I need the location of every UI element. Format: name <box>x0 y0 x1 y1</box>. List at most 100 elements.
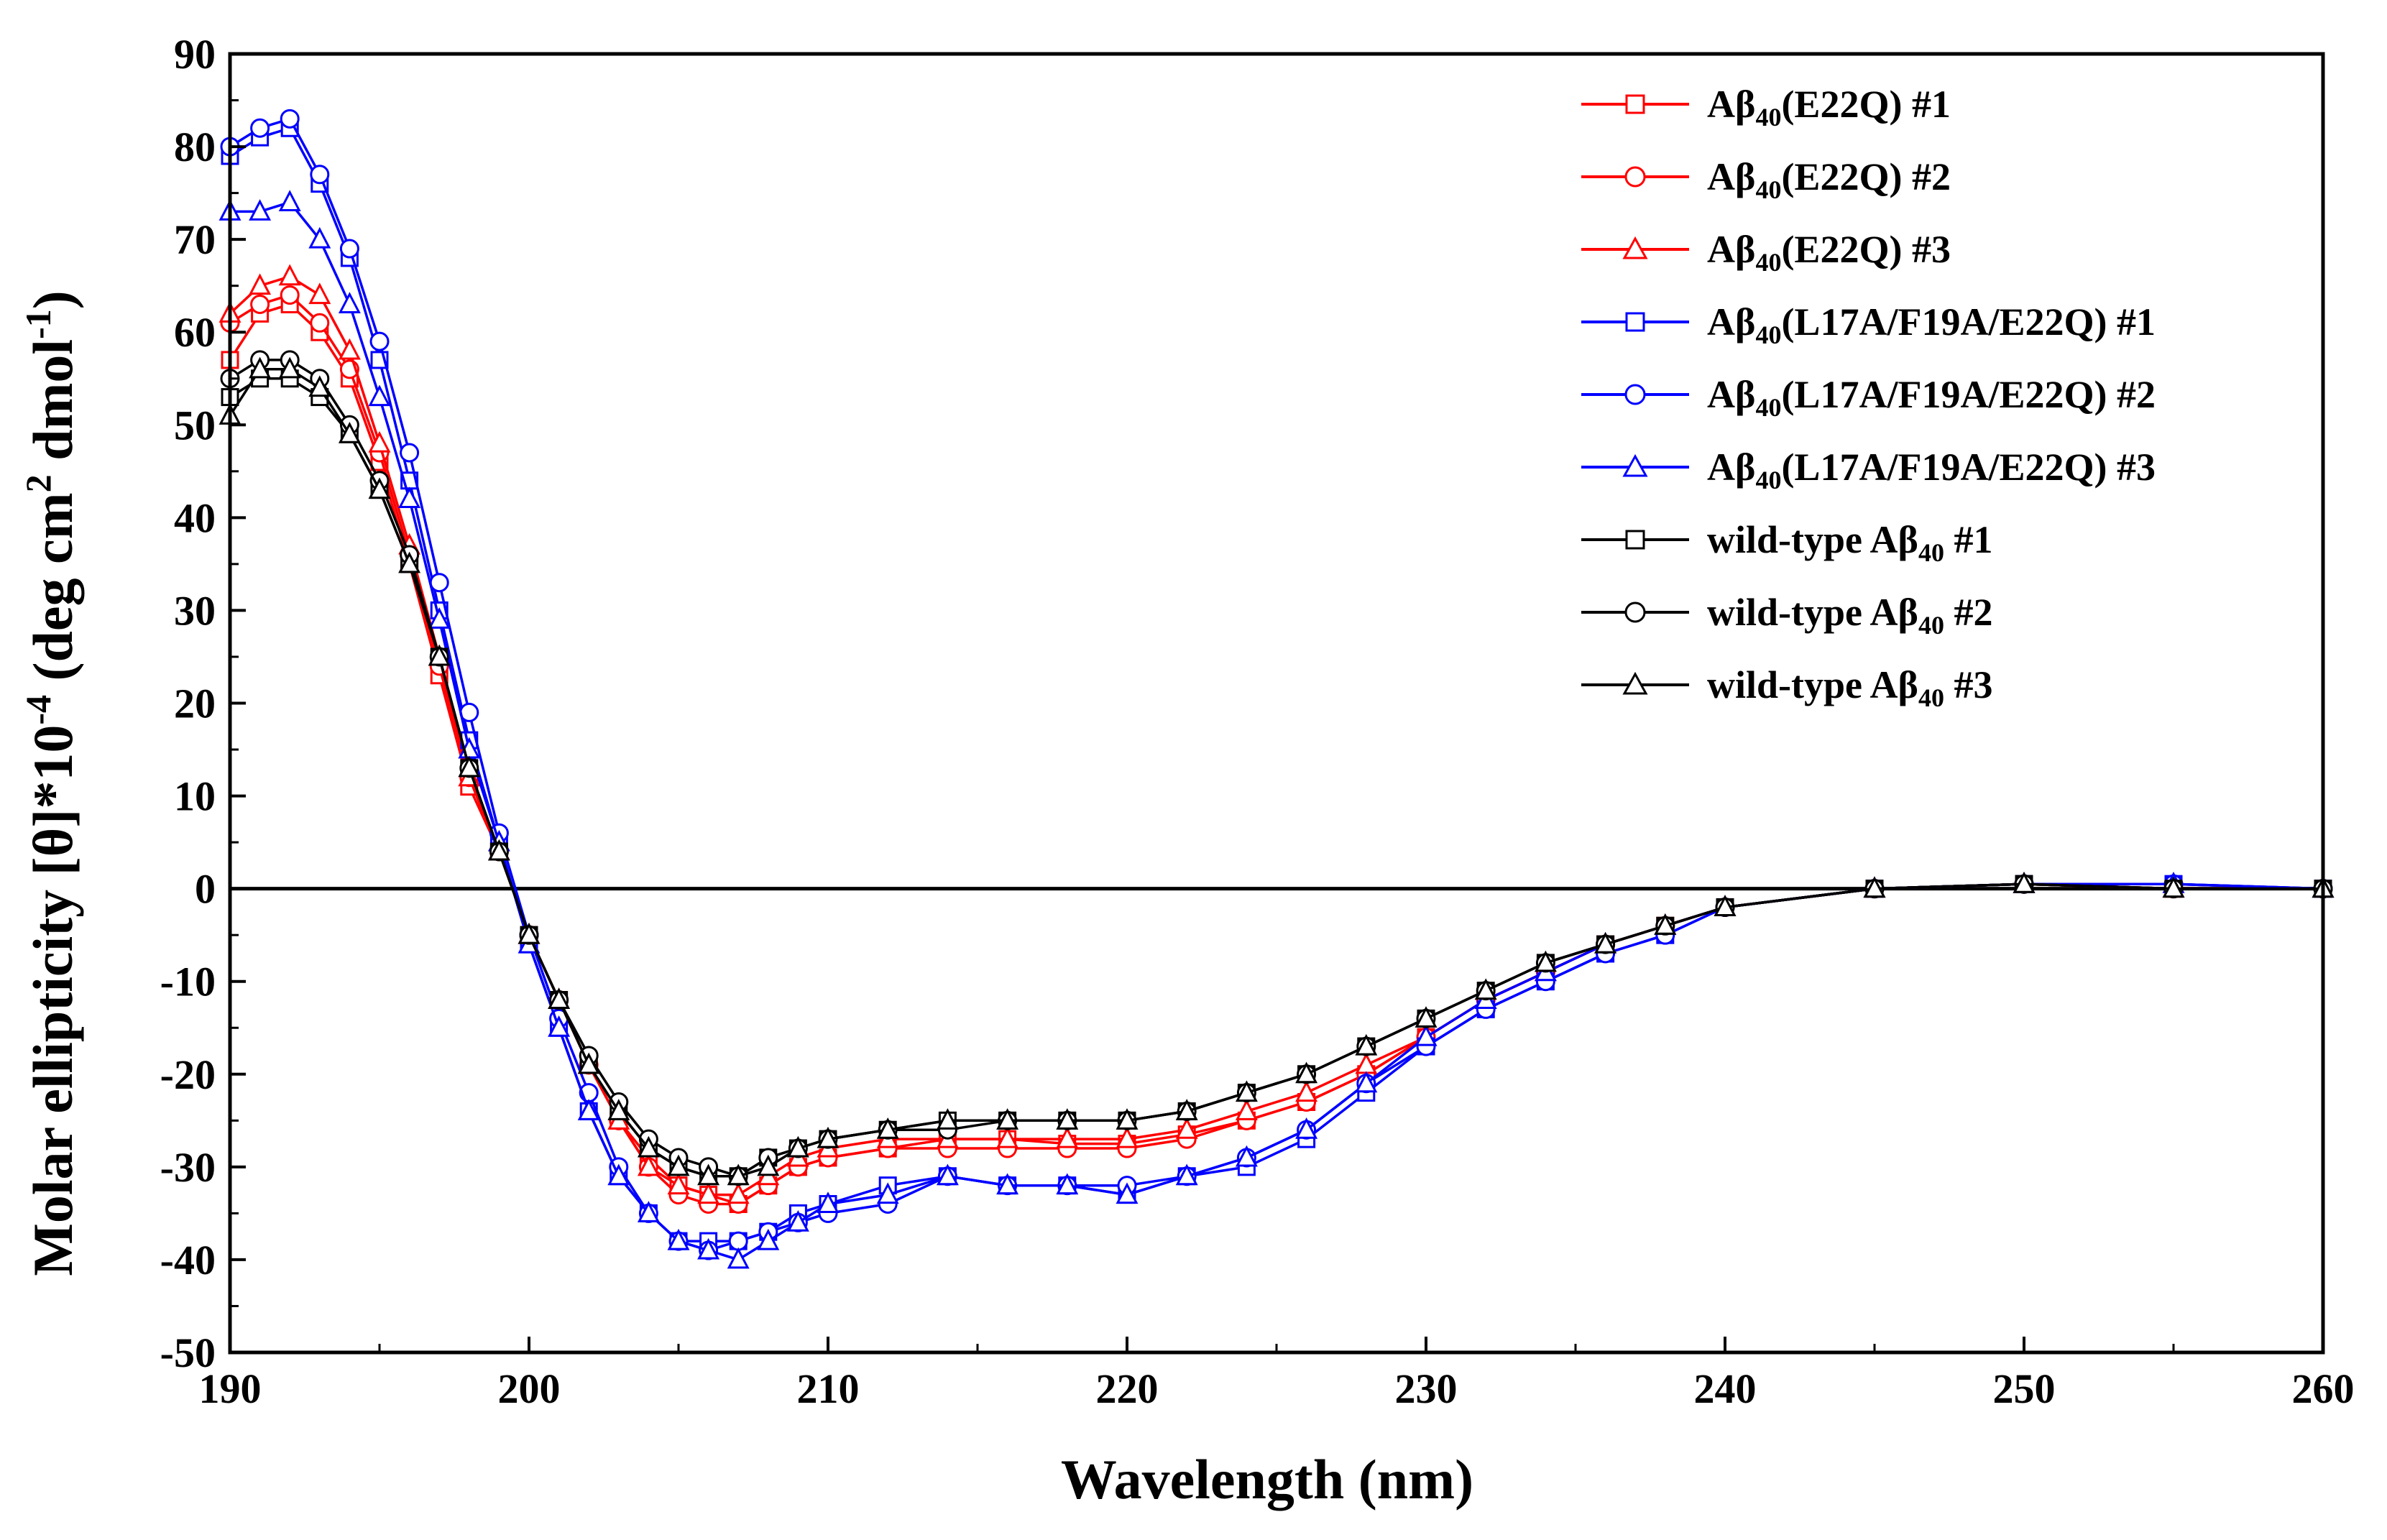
data-point <box>1116 1182 1139 1204</box>
legend-marker-circle <box>1624 601 1646 623</box>
legend-item: Aβ40(E22Q) #2 <box>1581 155 1951 204</box>
data-point <box>697 1182 720 1204</box>
data-point <box>727 1182 750 1204</box>
data-point <box>249 199 272 221</box>
data-point <box>429 573 449 593</box>
data-point <box>2162 876 2185 898</box>
y-tick-label: 10 <box>174 773 216 820</box>
legend-marker-square <box>1625 530 1645 550</box>
legend-item: Aβ40(L17A/F19A/E22Q) #1 <box>1581 300 2156 349</box>
y-axis-title-unit: (deg cm <box>22 492 84 695</box>
data-point <box>1175 1163 1198 1186</box>
x-tick-label: 230 <box>1395 1365 1458 1412</box>
data-point <box>1056 1126 1079 1148</box>
series-line <box>229 368 2323 1178</box>
legend-marker-square <box>1625 94 1645 114</box>
legend-label: Aβ40(L17A/F19A/E22Q) #2 <box>1707 373 2156 422</box>
y-tick-label: -40 <box>160 1237 216 1283</box>
x-tick-label: 220 <box>1096 1365 1159 1412</box>
data-point <box>400 443 420 463</box>
data-point <box>368 384 391 407</box>
data-point <box>728 1231 748 1251</box>
legend-label: Aβ40(L17A/F19A/E22Q) #3 <box>1707 446 2156 494</box>
y-tick-label: 60 <box>174 309 216 356</box>
y-tick-label: 30 <box>174 587 216 634</box>
data-point <box>2013 871 2036 893</box>
data-point <box>757 1228 780 1250</box>
legend-item: Aβ40(E22Q) #3 <box>1581 228 1951 277</box>
y-axis-title-exp: -4 <box>18 695 58 725</box>
data-point <box>1175 1099 1198 1120</box>
data-point <box>250 294 270 314</box>
legend-marker-triangle <box>1622 671 1648 695</box>
y-axis-title-exp: -1 <box>18 309 58 339</box>
data-point <box>1415 1024 1438 1046</box>
legend-item: Aβ40(E22Q) #1 <box>1581 83 1951 132</box>
data-point <box>1295 1061 1318 1084</box>
data-point <box>667 1154 690 1176</box>
x-tick-label: 190 <box>199 1365 262 1412</box>
legend-item: wild-type Aβ40 #1 <box>1581 518 1992 567</box>
data-point <box>786 1210 809 1232</box>
x-tick-label: 200 <box>498 1365 561 1412</box>
y-tick-label: 40 <box>174 494 216 541</box>
legend-marker-circle <box>1624 166 1646 188</box>
legend: Aβ40(E22Q) #1 Aβ40(E22Q) #2 Aβ40(E22Q) #… <box>1581 83 2156 712</box>
data-point <box>1056 1173 1079 1195</box>
data-point <box>338 292 361 313</box>
x-tick-label: 210 <box>797 1365 860 1412</box>
legend-marker-triangle <box>1622 453 1648 477</box>
data-point <box>817 1191 840 1213</box>
y-axis-title-exp: 2 <box>18 474 58 492</box>
data-point <box>1355 1033 1378 1056</box>
data-point <box>1235 1080 1258 1102</box>
data-point <box>310 313 330 333</box>
data-point <box>250 118 270 138</box>
x-tick-label: 240 <box>1694 1365 1757 1412</box>
data-point <box>280 285 300 305</box>
legend-label: wild-type Aβ40 #1 <box>1707 518 1992 567</box>
data-point <box>308 375 331 397</box>
legend-label: wild-type Aβ40 #3 <box>1707 663 1992 712</box>
data-point <box>1175 1117 1198 1139</box>
data-point <box>1863 876 1886 898</box>
data-point <box>936 1163 959 1186</box>
data-point <box>727 1247 750 1269</box>
data-point <box>1295 1117 1318 1139</box>
data-point <box>996 1126 1019 1148</box>
data-point <box>1415 1006 1438 1028</box>
data-point <box>339 239 359 259</box>
data-point <box>1235 1145 1258 1167</box>
data-point <box>1235 1099 1258 1120</box>
data-point <box>1534 950 1557 972</box>
data-point <box>936 1108 959 1130</box>
data-point <box>338 338 361 360</box>
data-point <box>1116 1126 1139 1148</box>
data-point <box>1116 1108 1139 1130</box>
data-point <box>876 1117 899 1139</box>
data-point <box>996 1108 1019 1130</box>
data-point <box>487 839 510 861</box>
data-point <box>548 987 571 1010</box>
legend-marker-circle <box>1624 384 1646 405</box>
data-point <box>398 551 421 573</box>
data-point <box>278 356 301 379</box>
x-tick-label: 260 <box>2292 1365 2355 1412</box>
data-point <box>278 190 301 212</box>
data-point <box>310 165 330 185</box>
data-point <box>727 1163 750 1186</box>
legend-label: Aβ40(E22Q) #1 <box>1707 83 1951 132</box>
legend-label: wild-type Aβ40 #2 <box>1707 591 1992 640</box>
data-point <box>1714 895 1737 916</box>
data-point <box>368 430 391 453</box>
data-point <box>308 282 331 305</box>
data-point <box>428 607 451 629</box>
y-axis-title: Molar ellipticity [θ]*10-4 (deg cm2 dmol… <box>18 290 84 1276</box>
y-tick-label: 70 <box>174 216 216 263</box>
y-tick-label: -10 <box>160 959 216 1005</box>
legend-item: Aβ40(L17A/F19A/E22Q) #2 <box>1581 373 2156 422</box>
data-point <box>637 1201 660 1222</box>
y-axis-title-main: Molar ellipticity [θ]*10 <box>22 725 84 1276</box>
